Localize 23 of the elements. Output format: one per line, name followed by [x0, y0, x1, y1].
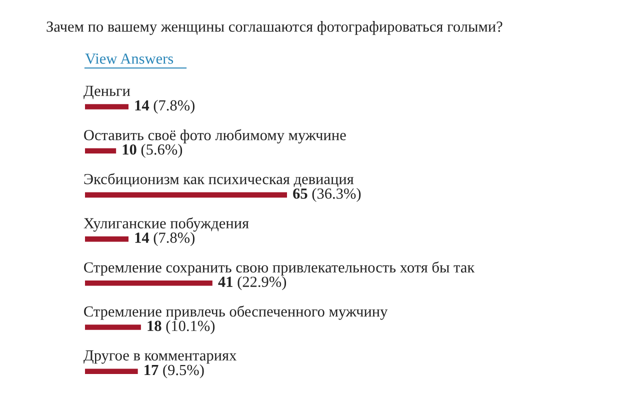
bar [85, 236, 129, 242]
bar [85, 280, 212, 286]
y-tick-label: Эксбиционизм как психическая девиация [84, 173, 354, 188]
y-tick-label: Стремление привлечь обеспеченного мужчину [84, 306, 388, 320]
data-label: 14 (7.8%) [135, 232, 194, 246]
data-label: 10 (5.6%) [122, 144, 182, 158]
bar [85, 324, 141, 330]
y-tick-label: Хулиганские побуждения [84, 217, 249, 232]
y-tick-label: Деньги [84, 86, 130, 100]
chart-subtitle: View Answers [85, 54, 174, 64]
y-tick-label: Стремление сохранить свою привлекательность хотя бы так [84, 261, 475, 276]
y-tick-label: Другое в комментариях [84, 350, 237, 364]
bar [85, 148, 116, 154]
data-label: 18 (10.1%) [148, 320, 215, 334]
data-label: 65 (36.3%) [293, 188, 361, 202]
bar [85, 192, 287, 198]
data-label: 41 (22.9%) [218, 276, 286, 290]
chart-title: Зачем по вашему женщины соглашаются фотографироваться голыми? [46, 21, 502, 35]
bar [85, 104, 129, 110]
bar [85, 368, 138, 374]
y-tick-label: Оставить своё фото любимому мужчине [84, 129, 346, 144]
data-label: 17 (9.5%) [144, 364, 204, 378]
data-label: 14 (7.8%) [135, 100, 194, 114]
